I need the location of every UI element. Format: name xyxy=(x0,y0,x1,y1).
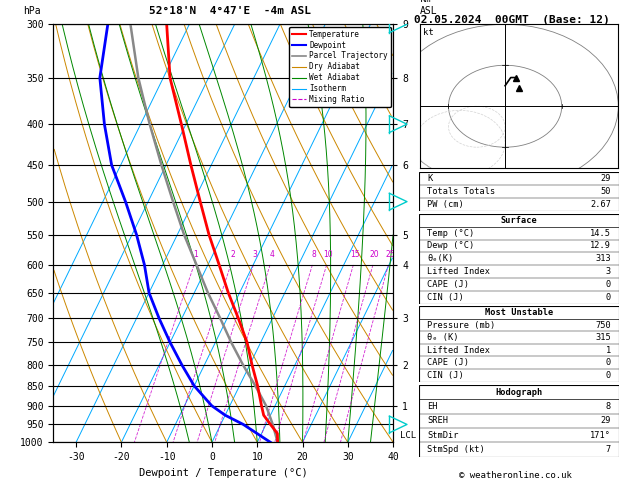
Text: 2.67: 2.67 xyxy=(590,200,611,209)
Text: EH: EH xyxy=(427,402,437,411)
Text: 29: 29 xyxy=(601,174,611,183)
Text: 50: 50 xyxy=(601,187,611,196)
Text: Lifted Index: Lifted Index xyxy=(427,267,490,276)
Text: StmDir: StmDir xyxy=(427,431,459,440)
FancyBboxPatch shape xyxy=(419,385,619,457)
Text: K: K xyxy=(427,174,432,183)
Text: CAPE (J): CAPE (J) xyxy=(427,358,469,367)
Text: 12.9: 12.9 xyxy=(590,242,611,250)
Text: Pressure (mb): Pressure (mb) xyxy=(427,320,495,330)
Text: 1: 1 xyxy=(194,250,198,259)
Text: StmSpd (kt): StmSpd (kt) xyxy=(427,445,485,454)
Text: Surface: Surface xyxy=(501,216,537,225)
Text: 25: 25 xyxy=(385,250,395,259)
Text: 29: 29 xyxy=(601,417,611,425)
Text: 750: 750 xyxy=(595,320,611,330)
Text: kt: kt xyxy=(423,28,434,37)
Text: CAPE (J): CAPE (J) xyxy=(427,280,469,289)
Text: Totals Totals: Totals Totals xyxy=(427,187,495,196)
Text: Temp (°C): Temp (°C) xyxy=(427,228,474,238)
Text: CIN (J): CIN (J) xyxy=(427,371,464,380)
Text: PW (cm): PW (cm) xyxy=(427,200,464,209)
Text: 10: 10 xyxy=(323,250,333,259)
Text: 02.05.2024  00GMT  (Base: 12): 02.05.2024 00GMT (Base: 12) xyxy=(414,15,610,25)
Text: 4: 4 xyxy=(269,250,274,259)
Text: LCL: LCL xyxy=(400,431,416,440)
Text: Hodograph: Hodograph xyxy=(495,388,543,397)
Text: 0: 0 xyxy=(606,371,611,380)
Text: 20: 20 xyxy=(370,250,379,259)
Text: SREH: SREH xyxy=(427,417,448,425)
Text: 1: 1 xyxy=(606,346,611,355)
Text: 0: 0 xyxy=(606,358,611,367)
Text: Lifted Index: Lifted Index xyxy=(427,346,490,355)
Text: 0: 0 xyxy=(606,280,611,289)
Text: 315: 315 xyxy=(595,333,611,342)
Legend: Temperature, Dewpoint, Parcel Trajectory, Dry Adiabat, Wet Adiabat, Isotherm, Mi: Temperature, Dewpoint, Parcel Trajectory… xyxy=(289,27,391,107)
Text: hPa: hPa xyxy=(23,6,40,16)
Text: 8: 8 xyxy=(606,402,611,411)
FancyBboxPatch shape xyxy=(419,214,619,304)
Text: θₑ (K): θₑ (K) xyxy=(427,333,459,342)
Text: 2: 2 xyxy=(230,250,235,259)
Text: Most Unstable: Most Unstable xyxy=(485,308,553,317)
Text: 171°: 171° xyxy=(590,431,611,440)
Text: CIN (J): CIN (J) xyxy=(427,293,464,302)
Text: km
ASL: km ASL xyxy=(420,0,438,16)
Text: 7: 7 xyxy=(606,445,611,454)
FancyBboxPatch shape xyxy=(419,172,619,211)
Text: 14.5: 14.5 xyxy=(590,228,611,238)
X-axis label: Dewpoint / Temperature (°C): Dewpoint / Temperature (°C) xyxy=(139,468,308,478)
Text: 3: 3 xyxy=(253,250,258,259)
Text: 0: 0 xyxy=(606,293,611,302)
Text: θₑ(K): θₑ(K) xyxy=(427,254,453,263)
Text: 3: 3 xyxy=(606,267,611,276)
Text: 15: 15 xyxy=(350,250,360,259)
FancyBboxPatch shape xyxy=(419,306,619,382)
Text: 52°18'N  4°47'E  -4m ASL: 52°18'N 4°47'E -4m ASL xyxy=(148,6,311,16)
Text: 313: 313 xyxy=(595,254,611,263)
Text: Dewp (°C): Dewp (°C) xyxy=(427,242,474,250)
Text: 8: 8 xyxy=(312,250,316,259)
Text: © weatheronline.co.uk: © weatheronline.co.uk xyxy=(459,471,572,480)
